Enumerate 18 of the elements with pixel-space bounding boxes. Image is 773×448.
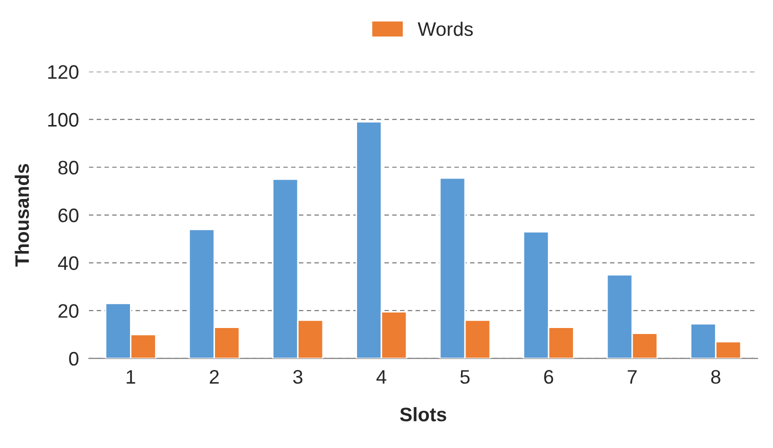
y-tick-label: 80 [58,160,78,174]
y-tick-label: 60 [58,208,78,222]
x-tick-label: 6 [544,370,554,384]
x-tick-label: 7 [628,370,637,384]
y-tick-label: 20 [58,304,78,318]
y-tick-label: 120 [48,65,78,79]
y-tick-label: 0 [69,352,78,366]
x-tick-label: 8 [711,370,720,384]
y-axis-title: Thousands [14,164,29,267]
x-tick-label: 2 [210,370,219,384]
x-tick-label: 4 [376,370,386,384]
y-tick-label: 40 [58,256,78,270]
legend-label: Words [418,22,473,36]
x-tick-label: 1 [126,370,136,384]
x-tick-label: 5 [460,370,470,384]
x-tick-label: 3 [293,370,302,384]
y-tick-label: 100 [48,112,78,127]
x-axis-title: Slots [400,407,446,422]
